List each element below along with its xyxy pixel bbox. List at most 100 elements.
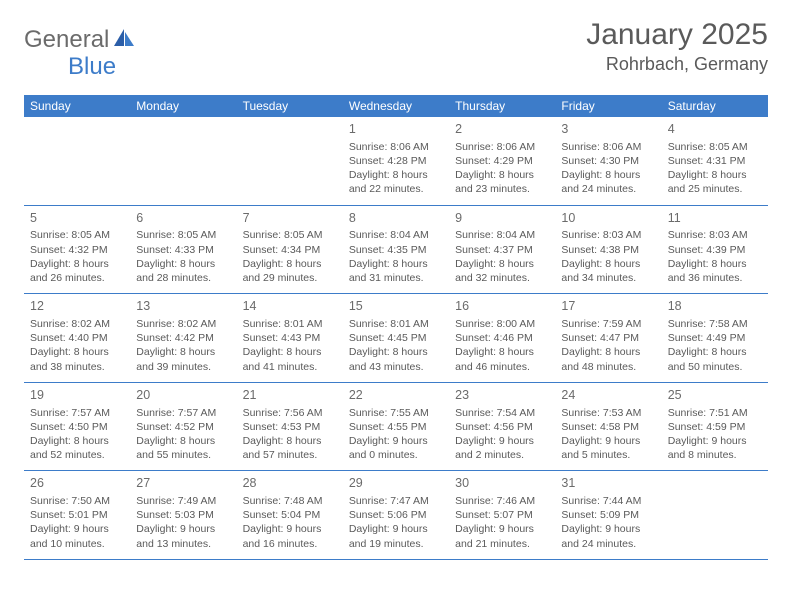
day-cell: 19Sunrise: 7:57 AMSunset: 4:50 PMDayligh… <box>24 383 130 471</box>
day-number: 29 <box>349 475 443 492</box>
sunrise-line: Sunrise: 8:06 AM <box>561 140 655 154</box>
brand-text-general: General <box>24 26 109 54</box>
daylight-line: Daylight: 9 hours and 13 minutes. <box>136 522 230 550</box>
daylight-line: Daylight: 8 hours and 28 minutes. <box>136 257 230 285</box>
day-number: 10 <box>561 210 655 227</box>
day-number: 7 <box>243 210 337 227</box>
day-number: 8 <box>349 210 443 227</box>
sunset-line: Sunset: 4:32 PM <box>30 243 124 257</box>
sunset-line: Sunset: 4:45 PM <box>349 331 443 345</box>
sunset-line: Sunset: 4:58 PM <box>561 420 655 434</box>
sail-icon <box>113 28 135 53</box>
sunset-line: Sunset: 5:04 PM <box>243 508 337 522</box>
sunrise-line: Sunrise: 7:55 AM <box>349 406 443 420</box>
empty-cell <box>130 117 236 205</box>
day-number: 19 <box>30 387 124 404</box>
sunset-line: Sunset: 4:34 PM <box>243 243 337 257</box>
dow-cell: Sunday <box>24 95 130 117</box>
day-number: 17 <box>561 298 655 315</box>
sunset-line: Sunset: 4:53 PM <box>243 420 337 434</box>
sunset-line: Sunset: 4:42 PM <box>136 331 230 345</box>
week-row: 26Sunrise: 7:50 AMSunset: 5:01 PMDayligh… <box>24 471 768 560</box>
sunrise-line: Sunrise: 8:02 AM <box>136 317 230 331</box>
day-number: 6 <box>136 210 230 227</box>
sunrise-line: Sunrise: 7:44 AM <box>561 494 655 508</box>
day-cell: 6Sunrise: 8:05 AMSunset: 4:33 PMDaylight… <box>130 206 236 294</box>
week-row: 5Sunrise: 8:05 AMSunset: 4:32 PMDaylight… <box>24 206 768 295</box>
daylight-line: Daylight: 8 hours and 23 minutes. <box>455 168 549 196</box>
daylight-line: Daylight: 8 hours and 55 minutes. <box>136 434 230 462</box>
day-number: 12 <box>30 298 124 315</box>
sunrise-line: Sunrise: 7:57 AM <box>136 406 230 420</box>
empty-cell <box>24 117 130 205</box>
day-cell: 22Sunrise: 7:55 AMSunset: 4:55 PMDayligh… <box>343 383 449 471</box>
sunrise-line: Sunrise: 8:05 AM <box>30 228 124 242</box>
day-of-week-header: SundayMondayTuesdayWednesdayThursdayFrid… <box>24 95 768 117</box>
sunset-line: Sunset: 5:09 PM <box>561 508 655 522</box>
day-cell: 1Sunrise: 8:06 AMSunset: 4:28 PMDaylight… <box>343 117 449 205</box>
day-number: 28 <box>243 475 337 492</box>
sunset-line: Sunset: 4:28 PM <box>349 154 443 168</box>
day-cell: 28 Sunrise: 7:48 AMSunset: 5:04 PMDayligh… <box>237 471 343 559</box>
day-number: 25 <box>668 387 762 404</box>
sunrise-line: Sunrise: 8:01 AM <box>243 317 337 331</box>
day-number: 23 <box>455 387 549 404</box>
sunrise-line: Sunrise: 7:49 AM <box>136 494 230 508</box>
daylight-line: Daylight: 8 hours and 57 minutes. <box>243 434 337 462</box>
day-cell: 15Sunrise: 8:01 AMSunset: 4:45 PMDayligh… <box>343 294 449 382</box>
week-row: 1Sunrise: 8:06 AMSunset: 4:28 PMDaylight… <box>24 117 768 206</box>
day-number: 26 <box>30 475 124 492</box>
week-row: 12Sunrise: 8:02 AMSunset: 4:40 PMDayligh… <box>24 294 768 383</box>
daylight-line: Daylight: 8 hours and 41 minutes. <box>243 345 337 373</box>
day-cell: 31Sunrise: 7:44 AMSunset: 5:09 PMDayligh… <box>555 471 661 559</box>
day-cell: 13Sunrise: 8:02 AMSunset: 4:42 PMDayligh… <box>130 294 236 382</box>
day-cell: 23Sunrise: 7:54 AMSunset: 4:56 PMDayligh… <box>449 383 555 471</box>
sunrise-line: Sunrise: 8:04 AM <box>349 228 443 242</box>
sunset-line: Sunset: 4:33 PM <box>136 243 230 257</box>
day-cell: 27Sunrise: 7:49 AMSunset: 5:03 PMDayligh… <box>130 471 236 559</box>
calendar-grid: SundayMondayTuesdayWednesdayThursdayFrid… <box>24 95 768 560</box>
sunset-line: Sunset: 4:31 PM <box>668 154 762 168</box>
day-number: 30 <box>455 475 549 492</box>
brand-logo: General <box>24 26 137 54</box>
day-cell: 3Sunrise: 8:06 AMSunset: 4:30 PMDaylight… <box>555 117 661 205</box>
sunrise-line: Sunrise: 8:02 AM <box>30 317 124 331</box>
daylight-line: Daylight: 8 hours and 39 minutes. <box>136 345 230 373</box>
daylight-line: Daylight: 9 hours and 10 minutes. <box>30 522 124 550</box>
dow-cell: Friday <box>555 95 661 117</box>
sunset-line: Sunset: 4:56 PM <box>455 420 549 434</box>
sunrise-line: Sunrise: 7:48 AM <box>243 494 337 508</box>
month-title: January 2025 <box>586 18 768 52</box>
daylight-line: Daylight: 9 hours and 16 minutes. <box>243 522 337 550</box>
sunrise-line: Sunrise: 7:58 AM <box>668 317 762 331</box>
day-cell: 16Sunrise: 8:00 AMSunset: 4:46 PMDayligh… <box>449 294 555 382</box>
sunrise-line: Sunrise: 8:03 AM <box>561 228 655 242</box>
sunrise-line: Sunrise: 8:06 AM <box>349 140 443 154</box>
day-number: 27 <box>136 475 230 492</box>
daylight-line: Daylight: 8 hours and 31 minutes. <box>349 257 443 285</box>
day-cell: 30Sunrise: 7:46 AMSunset: 5:07 PMDayligh… <box>449 471 555 559</box>
sunset-line: Sunset: 5:07 PM <box>455 508 549 522</box>
day-number: 20 <box>136 387 230 404</box>
day-cell: 17Sunrise: 7:59 AMSunset: 4:47 PMDayligh… <box>555 294 661 382</box>
day-number: 11 <box>668 210 762 227</box>
daylight-line: Daylight: 8 hours and 43 minutes. <box>349 345 443 373</box>
daylight-line: Daylight: 9 hours and 5 minutes. <box>561 434 655 462</box>
sunrise-line: Sunrise: 8:06 AM <box>455 140 549 154</box>
day-number: 31 <box>561 475 655 492</box>
day-number: 18 <box>668 298 762 315</box>
day-number: 14 <box>243 298 337 315</box>
sunset-line: Sunset: 4:47 PM <box>561 331 655 345</box>
sunrise-line: Sunrise: 7:59 AM <box>561 317 655 331</box>
day-number: 9 <box>455 210 549 227</box>
daylight-line: Daylight: 9 hours and 2 minutes. <box>455 434 549 462</box>
daylight-line: Daylight: 8 hours and 29 minutes. <box>243 257 337 285</box>
sunrise-line: Sunrise: 7:57 AM <box>30 406 124 420</box>
daylight-line: Daylight: 9 hours and 21 minutes. <box>455 522 549 550</box>
sunset-line: Sunset: 4:55 PM <box>349 420 443 434</box>
day-number: 3 <box>561 121 655 138</box>
daylight-line: Daylight: 8 hours and 34 minutes. <box>561 257 655 285</box>
daylight-line: Daylight: 8 hours and 50 minutes. <box>668 345 762 373</box>
day-number: 1 <box>349 121 443 138</box>
day-cell: 25Sunrise: 7:51 AMSunset: 4:59 PMDayligh… <box>662 383 768 471</box>
